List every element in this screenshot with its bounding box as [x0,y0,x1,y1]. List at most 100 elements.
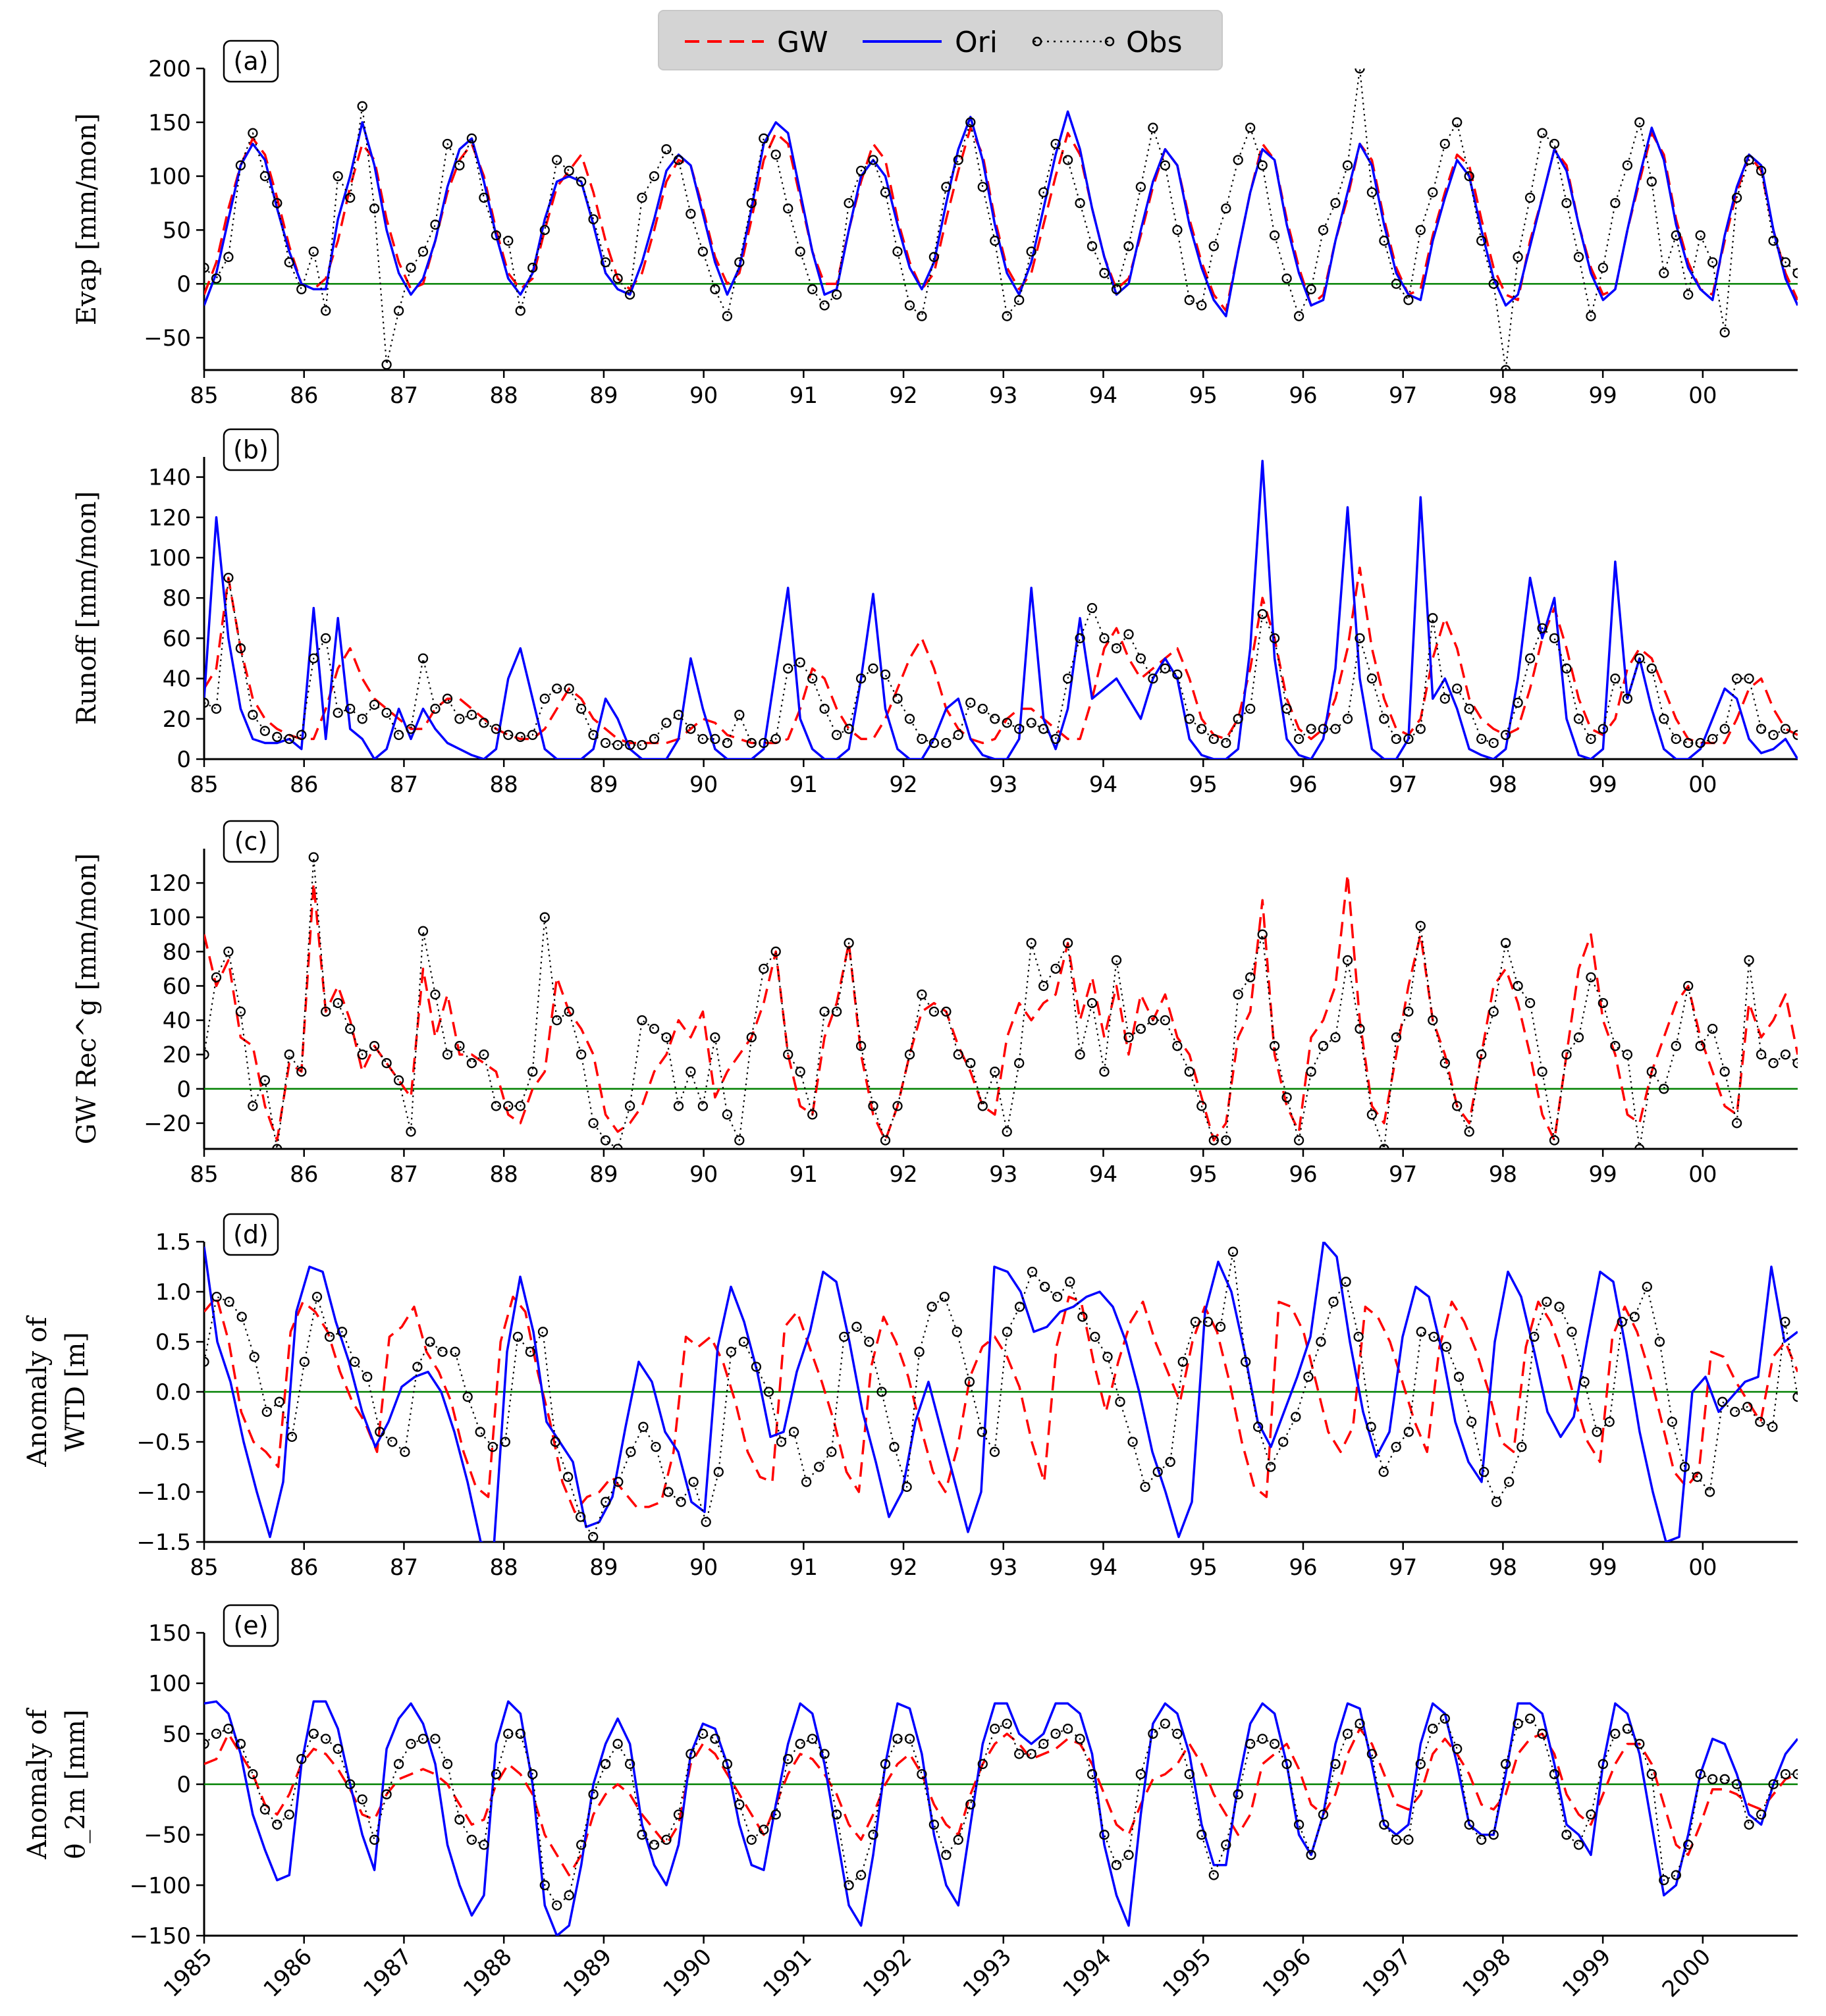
obs-point [807,1734,818,1744]
legend-label-gw: GW [777,26,828,59]
obs-point [406,1127,416,1137]
obs-point [953,729,963,740]
obs-point [1415,1759,1426,1769]
obs-point [333,997,343,1009]
obs-point [333,171,343,182]
obs-point [1524,997,1536,1009]
obs-point [1316,1337,1326,1347]
obs-point [527,729,538,740]
obs-point [904,300,915,311]
series-line-ori [204,1242,1798,1542]
obs-point [776,1437,787,1447]
obs-point [783,1049,793,1060]
obs-point [1642,1281,1652,1292]
obs-point [746,1834,757,1845]
obs-point [826,1446,837,1457]
obs-point [1537,128,1547,138]
x-tick-label: 90 [689,1554,718,1581]
obs-point [1208,241,1219,252]
obs-point [965,697,976,708]
obs-point [1731,673,1742,684]
obs-point [204,1049,209,1060]
y-axis-label: Evap [mm/mon] [72,113,102,325]
obs-point [928,1006,940,1017]
obs-point [223,252,234,262]
x-tick-label: 87 [390,1554,418,1581]
obs-point [491,1101,502,1111]
panel-a: 200 150 100 50 0 −50 85 86 87 88 89 90 91 92 93 94 95 96 9… [72,40,1798,409]
obs-point [917,1769,927,1780]
obs-point [1464,171,1474,182]
obs-point [1695,1769,1705,1780]
obs-point [223,572,234,583]
obs-point [1196,1830,1207,1840]
obs-point [1792,1391,1798,1402]
obs-point [1318,225,1329,236]
obs-point [211,972,222,983]
obs-point [612,1739,623,1749]
obs-point [1719,1774,1730,1784]
obs-point [1617,1316,1627,1327]
obs-point [904,1049,915,1060]
obs-point [697,1728,709,1739]
x-tick-label: 00 [1688,383,1717,409]
obs-point [1257,609,1268,620]
y-tick-label: 100 [148,164,191,190]
obs-point [855,1041,867,1051]
obs-point [466,1834,477,1845]
obs-point [1328,1296,1339,1307]
obs-point [917,311,927,321]
obs-point [1353,1331,1364,1342]
obs-point [1415,724,1426,734]
y-tick-label: 150 [148,1620,191,1647]
obs-point [259,726,271,736]
x-tick-label: 90 [689,772,718,798]
obs-point [1704,1487,1715,1497]
obs-point [552,1015,562,1026]
obs-point [637,1830,647,1840]
obs-point [1488,1006,1499,1017]
obs-point [345,192,356,203]
obs-point [1052,1291,1063,1302]
obs-point [977,703,988,714]
obs-point [1780,724,1791,734]
obs-point [1598,262,1609,273]
obs-point [321,633,331,644]
x-tick-label: 93 [989,1554,1017,1581]
legend-marker-obs-left [1032,36,1042,47]
obs-point [819,1749,830,1759]
obs-point [527,1769,538,1780]
obs-point [770,1809,781,1820]
obs-point [807,1109,818,1120]
obs-point [1744,673,1754,684]
obs-point [259,171,271,182]
obs-point [1293,733,1304,745]
obs-point [600,737,611,749]
obs-point [1378,1466,1389,1477]
obs-point [430,703,441,714]
obs-point [952,1327,962,1337]
obs-point [393,729,404,740]
obs-point [1293,1135,1304,1146]
obs-point [1731,1779,1742,1790]
obs-point [663,1487,674,1497]
obs-point [638,1421,649,1432]
obs-point [1196,724,1207,734]
y-tick-label: 150 [148,110,191,136]
series-line-obs [204,1251,1798,1538]
legend-label-obs: Obs [1126,26,1183,59]
obs-point [552,683,562,694]
obs-point [710,1032,720,1043]
obs-point [1281,1092,1292,1103]
obs-point [1549,1135,1560,1146]
obs-point [1415,920,1426,931]
obs-point [1573,1840,1584,1850]
obs-point [357,1794,367,1805]
obs-point [350,1356,360,1367]
x-tick-label: 88 [490,1554,518,1581]
obs-point [1330,1759,1341,1769]
obs-point [1452,1743,1463,1754]
obs-point [1428,613,1438,623]
obs-point [1491,1497,1502,1507]
x-tick-label: 1993 [958,1944,1017,2002]
